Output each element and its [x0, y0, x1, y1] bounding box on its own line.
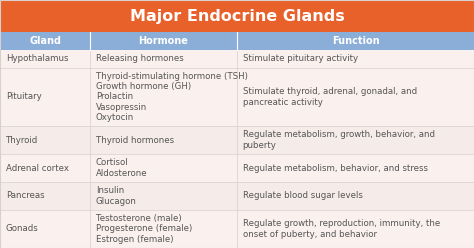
Bar — [0, 154, 474, 182]
Text: pancreatic activity: pancreatic activity — [243, 97, 323, 107]
Text: Stimulate thyroid, adrenal, gonadal, and: Stimulate thyroid, adrenal, gonadal, and — [243, 87, 417, 96]
Text: Pituitary: Pituitary — [6, 93, 41, 101]
Text: Stimulate pituitary activity: Stimulate pituitary activity — [243, 54, 358, 63]
Text: Estrogen (female): Estrogen (female) — [96, 235, 173, 244]
Bar — [0, 68, 474, 126]
Text: Oxytocin: Oxytocin — [96, 113, 134, 122]
Text: Major Endocrine Glands: Major Endocrine Glands — [129, 8, 345, 24]
Text: Regulate blood sugar levels: Regulate blood sugar levels — [243, 191, 363, 200]
Bar — [0, 50, 474, 68]
Bar — [0, 182, 474, 210]
Text: Prolactin: Prolactin — [96, 93, 133, 101]
Text: Hypothalamus: Hypothalamus — [6, 54, 68, 63]
Text: onset of puberty, and behavior: onset of puberty, and behavior — [243, 230, 377, 239]
Bar — [0, 0, 474, 32]
Text: Pancreas: Pancreas — [6, 191, 44, 200]
Text: Growth hormone (GH): Growth hormone (GH) — [96, 82, 191, 91]
Text: Thyroid hormones: Thyroid hormones — [96, 136, 174, 145]
Text: Regulate growth, reproduction, immunity, the: Regulate growth, reproduction, immunity,… — [243, 219, 440, 228]
Text: puberty: puberty — [243, 141, 276, 150]
Text: Gonads: Gonads — [6, 224, 38, 233]
Text: Hormone: Hormone — [138, 36, 189, 46]
Text: Regulate metabolism, behavior, and stress: Regulate metabolism, behavior, and stres… — [243, 163, 428, 173]
Text: Vasopressin: Vasopressin — [96, 103, 147, 112]
Text: Adrenal cortex: Adrenal cortex — [6, 163, 69, 173]
Text: Thyroid-stimulating hormone (TSH): Thyroid-stimulating hormone (TSH) — [96, 72, 247, 81]
Bar — [0, 126, 474, 154]
Text: Progesterone (female): Progesterone (female) — [96, 224, 192, 233]
Text: Thyroid: Thyroid — [6, 136, 38, 145]
Text: Regulate metabolism, growth, behavior, and: Regulate metabolism, growth, behavior, a… — [243, 130, 435, 139]
Text: Testosterone (male): Testosterone (male) — [96, 214, 182, 223]
Text: Cortisol: Cortisol — [96, 158, 128, 167]
Bar — [0, 32, 474, 50]
Text: Gland: Gland — [29, 36, 61, 46]
Text: Aldosterone: Aldosterone — [96, 169, 147, 178]
Text: Function: Function — [332, 36, 379, 46]
Bar — [0, 210, 474, 248]
Text: Insulin: Insulin — [96, 186, 124, 195]
Text: Glucagon: Glucagon — [96, 197, 137, 206]
Text: Releasing hormones: Releasing hormones — [96, 54, 183, 63]
